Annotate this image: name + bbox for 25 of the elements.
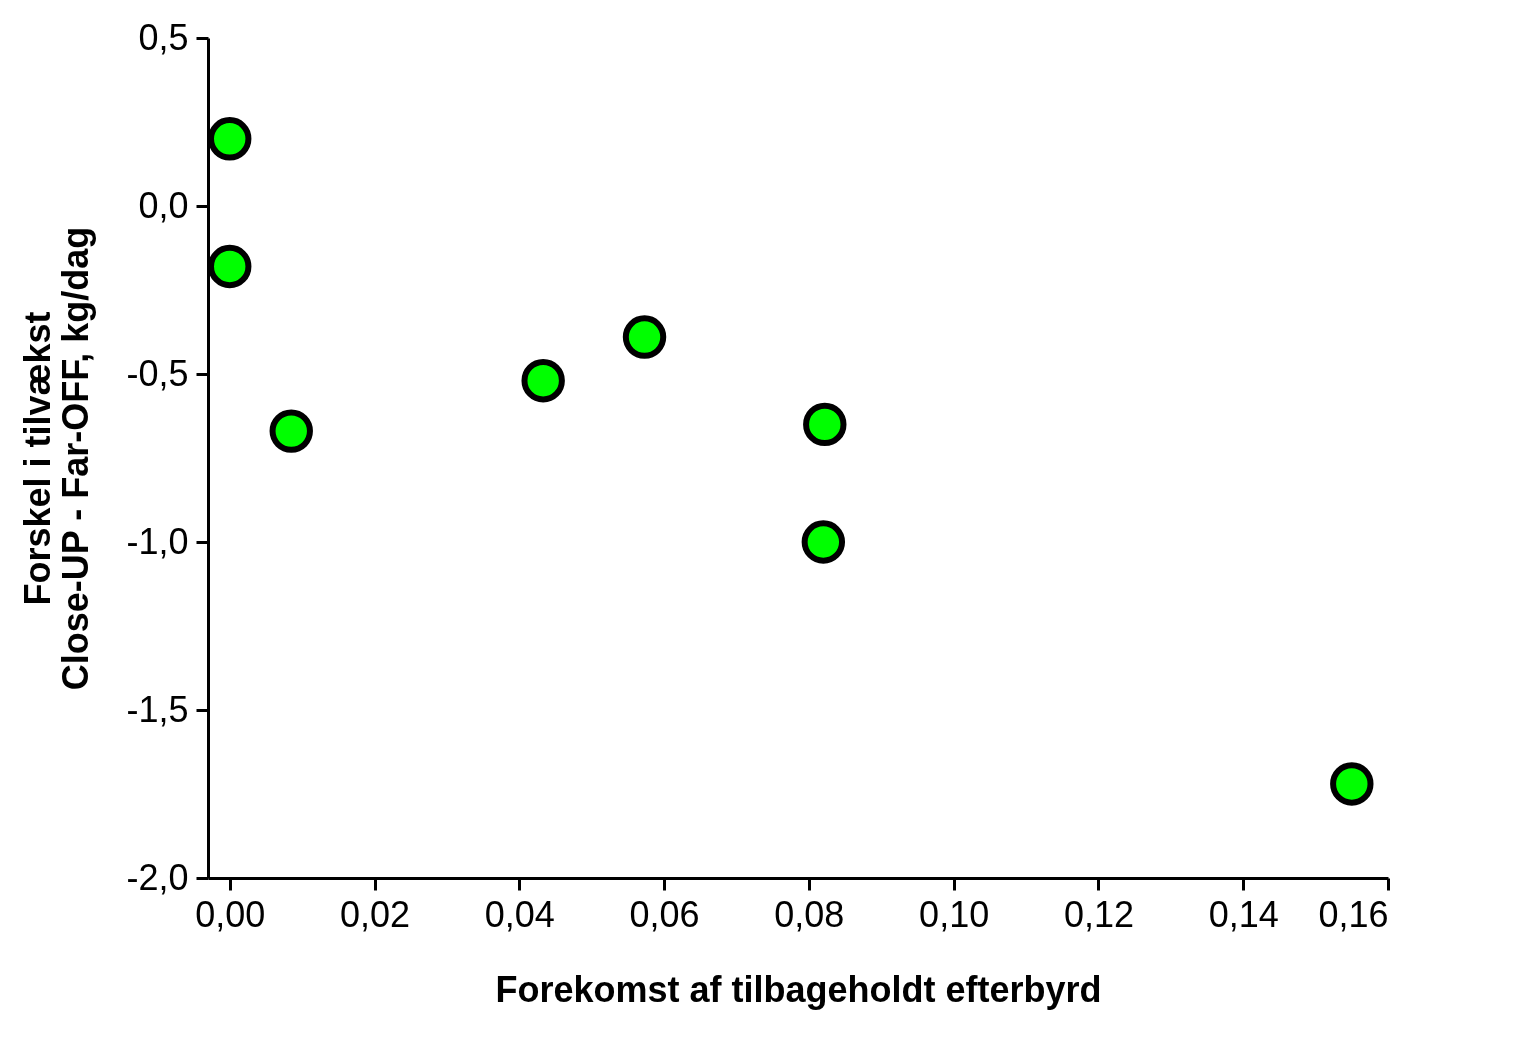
point — [801, 520, 846, 564]
x-tick-label: 0,08 — [774, 893, 845, 935]
point — [208, 117, 252, 161]
point — [269, 409, 313, 453]
x-tick-label: 0,10 — [919, 893, 990, 935]
y-tick-label: -1,0 — [126, 520, 189, 562]
x-tick-label: 0,00 — [195, 893, 266, 935]
x-tick-label: 0,14 — [1208, 893, 1279, 935]
y-tick-label: 0,5 — [138, 16, 189, 58]
y-axis-title: Forskel i tilvækst Close-UP - Far-OFF, kg/dag — [17, 226, 97, 691]
x-tick-label: 0,16 — [1318, 893, 1389, 935]
point — [622, 315, 667, 359]
point — [521, 359, 565, 403]
y-tick-label: -1,5 — [126, 688, 189, 730]
point — [208, 244, 252, 289]
y-tick-label: 0,0 — [138, 184, 189, 226]
x-tick-label: 0,02 — [339, 893, 411, 935]
x-tick-label: 0,06 — [629, 893, 700, 935]
y-tick-label: -0,5 — [126, 352, 189, 394]
y-tick-label: -2,0 — [126, 856, 189, 898]
point — [1330, 762, 1374, 806]
point — [803, 402, 847, 447]
x-tick-label: 0,04 — [484, 893, 555, 935]
x-axis-title: Forekomst af tilbageholdt efterbyrd — [495, 968, 1102, 1010]
x-tick-label: 0,12 — [1063, 893, 1134, 935]
